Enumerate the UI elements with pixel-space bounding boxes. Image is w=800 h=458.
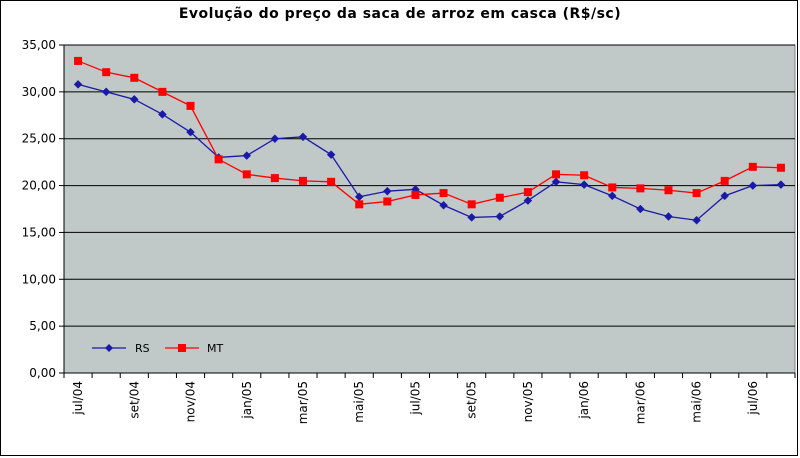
x-axis: jul/04 set/04 nov/04 jan/05 mar/05 mai/05 jul/… [63, 372, 796, 424]
data-point [439, 200, 448, 210]
data-point [270, 174, 279, 183]
data-point [579, 180, 589, 189]
data-point [551, 177, 561, 187]
data-point [102, 68, 111, 77]
legend-label: RS [135, 342, 150, 355]
data-point [495, 193, 504, 202]
data-point [523, 196, 533, 205]
data-point [101, 87, 111, 97]
data-point [720, 191, 730, 201]
x-tick-label: set/04 [127, 381, 141, 419]
data-point [636, 184, 645, 193]
data-point [692, 215, 701, 225]
y-tick-label: 15,00 [22, 225, 56, 239]
y-tick-label: 35,00 [22, 38, 56, 52]
data-point [692, 189, 701, 198]
legend: RS MT [92, 342, 223, 355]
series-mt [74, 56, 785, 209]
data-point [636, 204, 645, 214]
data-point [664, 212, 673, 221]
series-rs [73, 80, 786, 225]
data-point [129, 95, 139, 104]
data-point [242, 170, 251, 179]
gridlines [64, 44, 795, 327]
y-tick-label: 5,00 [29, 319, 56, 333]
data-point [158, 87, 167, 96]
data-point [158, 109, 167, 119]
x-tick-label: mar/06 [633, 381, 647, 424]
x-tick-label: nov/04 [184, 381, 198, 422]
data-point [355, 200, 364, 209]
data-point [776, 163, 785, 172]
data-point [214, 155, 223, 164]
x-tick-label: jul/06 [746, 381, 760, 416]
legend-label: MT [207, 342, 223, 355]
data-point [382, 186, 392, 196]
legend-item-mt: MT [165, 342, 223, 355]
series-layer [73, 56, 786, 225]
y-axis: 0,00 5,00 10,00 15,00 20,00 25,00 30,00 35,00 [22, 38, 65, 380]
x-tick-label: mai/05 [352, 381, 366, 423]
series-line [77, 60, 781, 205]
data-point [270, 134, 280, 144]
data-point [186, 127, 195, 137]
data-point [130, 73, 139, 82]
data-point [186, 101, 195, 110]
data-point [326, 150, 336, 159]
x-tick-label: jan/06 [577, 381, 591, 420]
legend-marker [178, 344, 186, 352]
y-tick-label: 10,00 [22, 272, 56, 286]
x-tick-label: nov/05 [521, 381, 535, 422]
data-point [467, 200, 476, 209]
data-point [664, 186, 673, 195]
data-point [411, 190, 420, 199]
x-tick-label: jan/05 [240, 381, 254, 420]
y-tick-label: 0,00 [29, 366, 56, 380]
data-point [74, 56, 83, 65]
plot-area [63, 44, 796, 374]
data-point [495, 212, 505, 221]
chart-title: Evolução do preço da saca de arroz em ca… [178, 6, 622, 22]
data-point [327, 177, 336, 186]
data-point [523, 188, 532, 197]
data-point [552, 170, 561, 179]
y-tick-label: 30,00 [22, 85, 56, 99]
data-point [608, 183, 617, 192]
legend-item-rs: RS [92, 342, 150, 355]
x-tick-label: mai/06 [690, 381, 704, 423]
data-point [298, 176, 307, 185]
data-point [298, 132, 308, 142]
data-point [383, 197, 392, 206]
data-point [73, 80, 83, 89]
x-tick-label: mar/05 [296, 381, 310, 424]
data-point [467, 213, 477, 222]
legend-marker [105, 344, 113, 352]
data-point [748, 162, 757, 171]
data-point [776, 180, 786, 189]
data-point [242, 151, 252, 160]
x-tick-label: jul/05 [408, 381, 422, 416]
y-tick-label: 25,00 [22, 132, 56, 146]
x-tick-label: set/05 [465, 381, 479, 419]
data-point [607, 191, 617, 201]
x-tick-label: jul/04 [71, 381, 85, 416]
data-point [748, 181, 758, 190]
data-point [580, 171, 589, 180]
series-line [77, 83, 781, 221]
y-tick-label: 20,00 [22, 179, 56, 193]
data-point [439, 189, 448, 198]
data-point [720, 176, 729, 185]
